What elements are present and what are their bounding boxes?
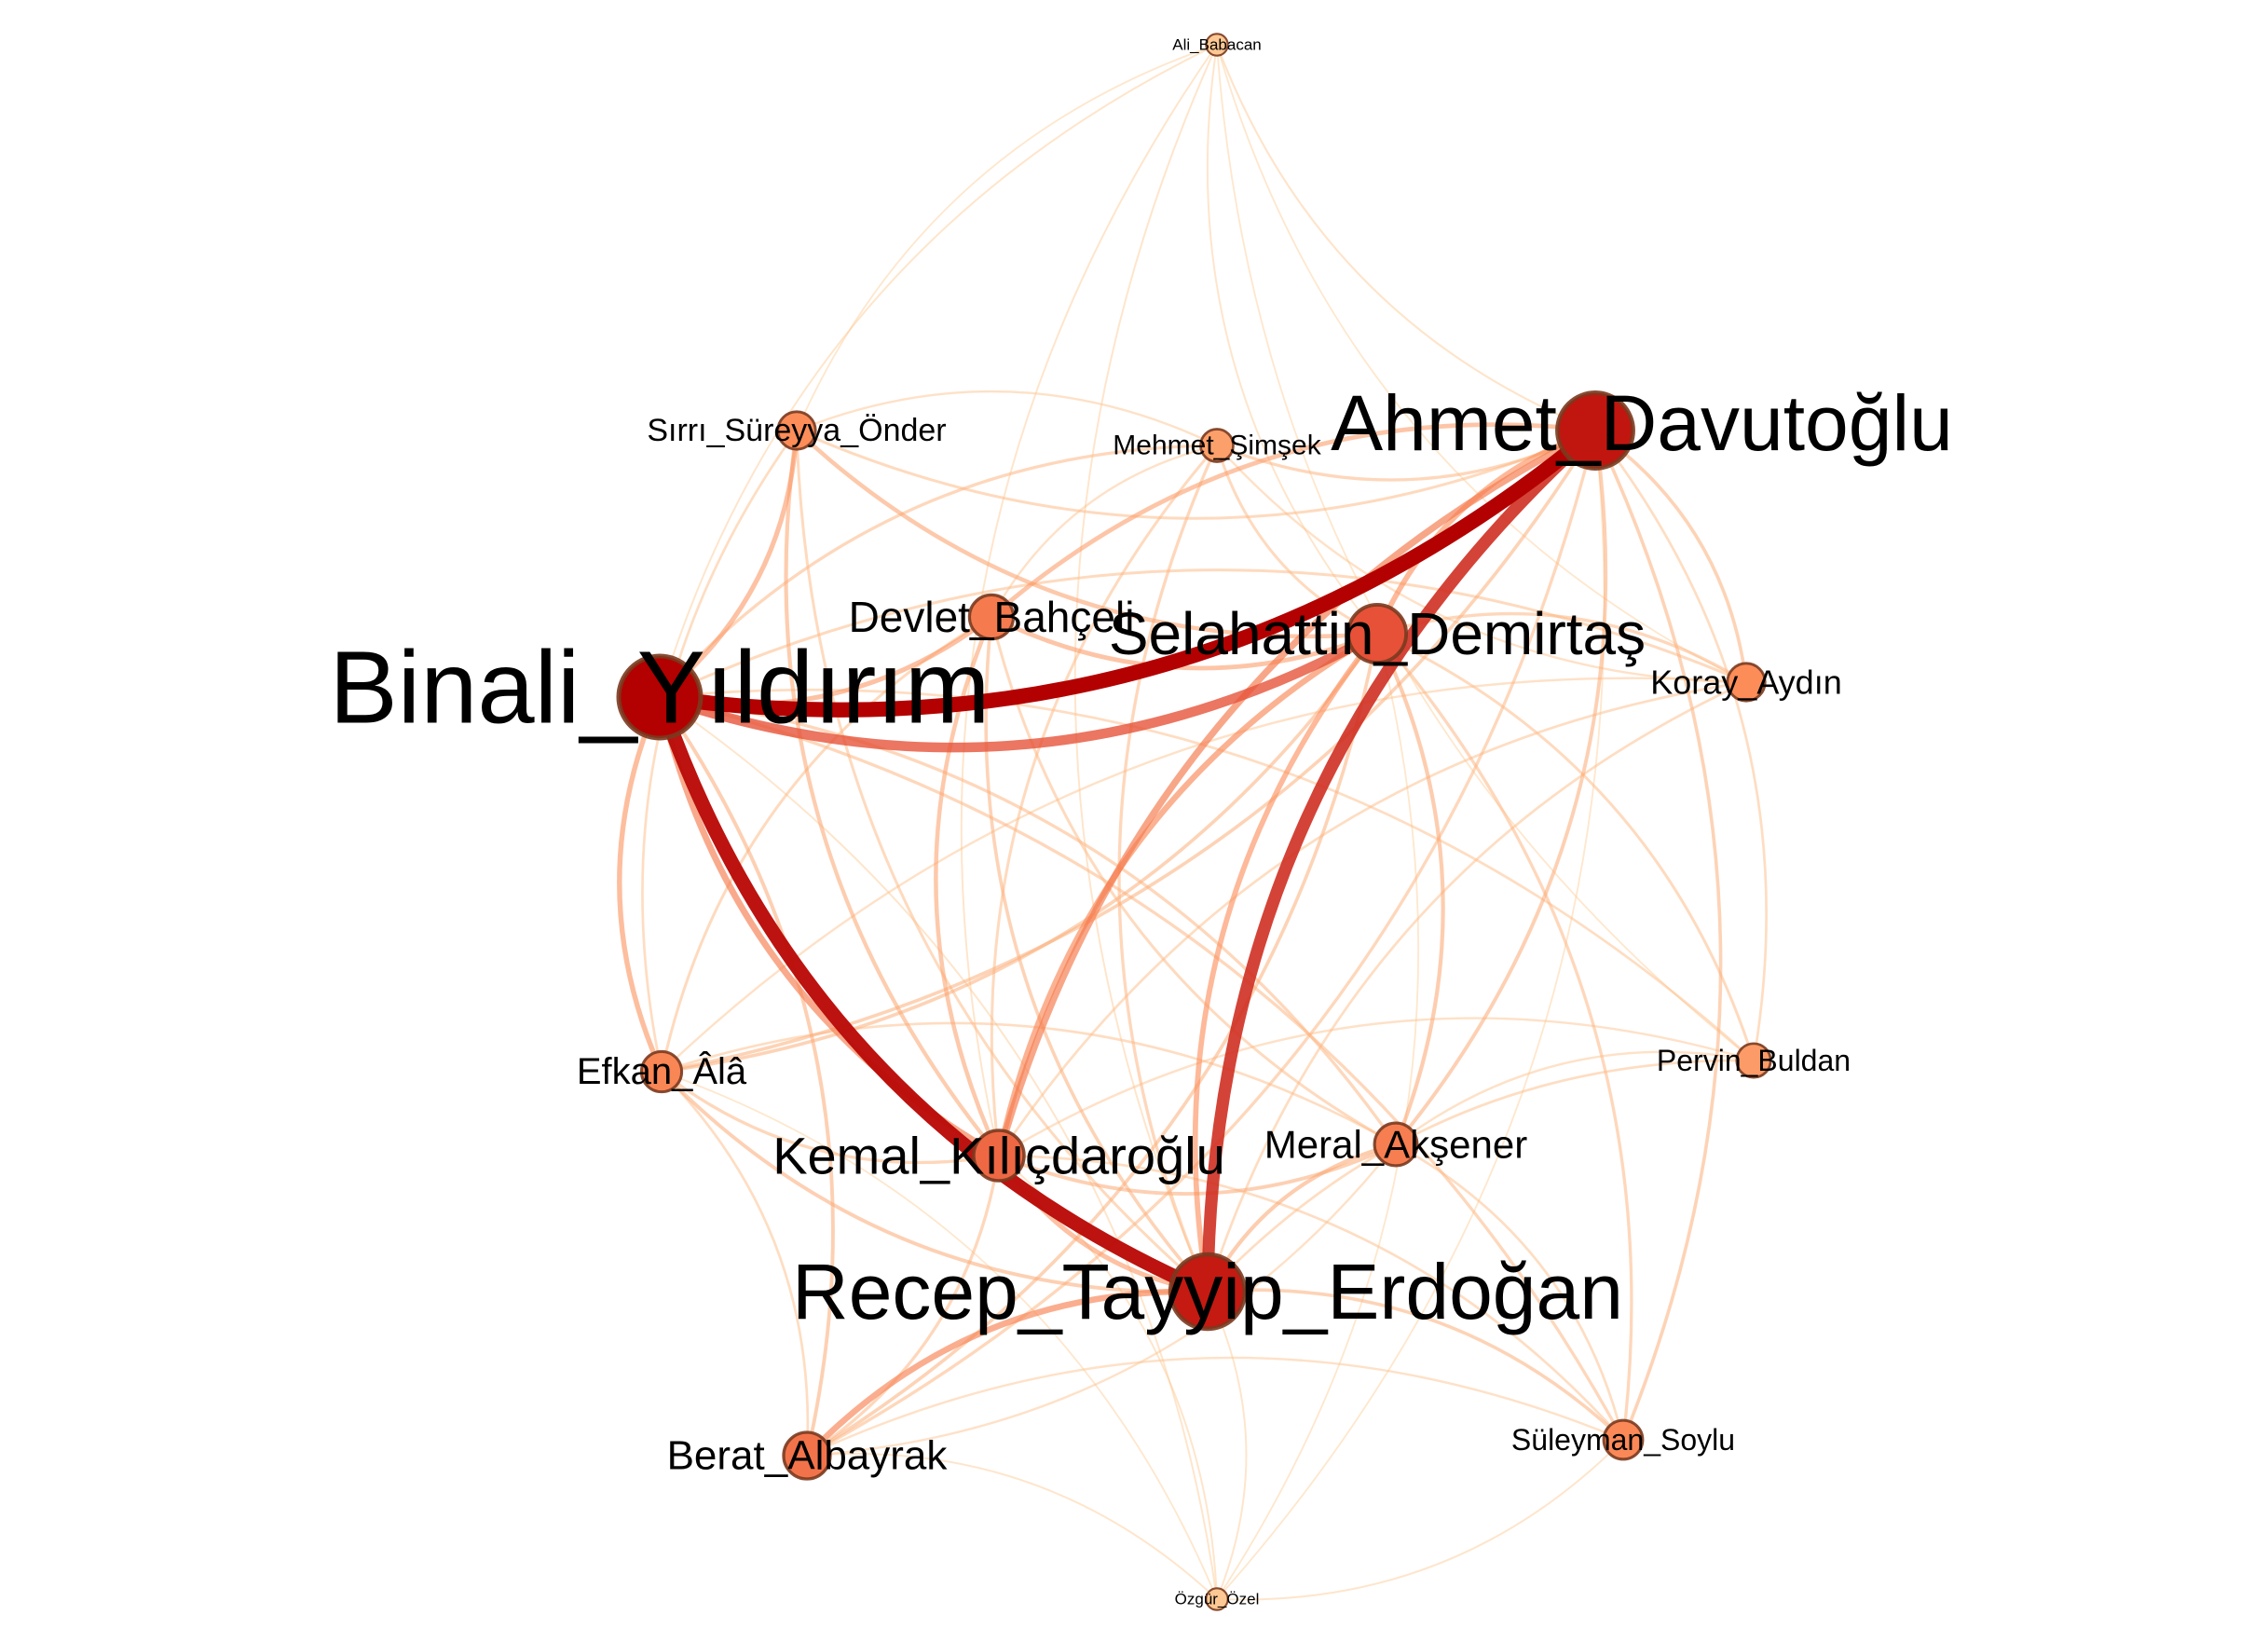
node-label-recep: Recep_Tayyip_Erdoğan (792, 1248, 1623, 1335)
edge-mehmet-selahattin (1215, 444, 1379, 636)
edge-suleyman-kemal (997, 1154, 1625, 1442)
edge-ozgur-suleyman (1216, 1439, 1624, 1601)
node-pervin[interactable] (1735, 1042, 1772, 1079)
edge-berat-kemal (805, 1154, 1001, 1457)
edge-suleyman-binali (658, 695, 1625, 1442)
node-recep[interactable] (1168, 1252, 1248, 1332)
edge-sirri-ahmet (795, 429, 1597, 520)
edge-mehmet-devlet (990, 444, 1219, 619)
nodes-layer (616, 33, 1772, 1611)
node-label-mehmet: Mehmet_Şimşek (1113, 431, 1321, 461)
edge-ali-selahattin (1206, 44, 1378, 635)
edge-ali-koray (1216, 44, 1747, 683)
edge-berat-binali (658, 695, 835, 1457)
node-ali[interactable] (1205, 33, 1229, 57)
node-label-ali: Ali_Babacan (1172, 36, 1261, 54)
node-berat[interactable] (782, 1430, 832, 1481)
edge-efkan-selahattin (660, 632, 1379, 1074)
node-label-berat: Berat_Albayrak (667, 1433, 949, 1479)
node-suleyman[interactable] (1602, 1418, 1645, 1461)
node-label-meral: Meral_Akşener (1264, 1123, 1527, 1167)
node-sirri[interactable] (776, 410, 817, 451)
node-devlet[interactable] (967, 593, 1016, 641)
labels-layer: Ali_Babacan Sırrı_Süreyya_Önder Mehmet_Şim… (329, 36, 1952, 1608)
edge-devlet-kemal (934, 614, 1002, 1158)
edge-sirri-recep (795, 429, 1209, 1293)
edge-berat-selahattin (805, 632, 1379, 1457)
node-ahmet[interactable] (1555, 390, 1635, 471)
edge-mehmet-sirri (795, 390, 1219, 447)
node-label-devlet: Devlet_Bahçeli (849, 593, 1135, 641)
edge-berat-meral (805, 1143, 1398, 1457)
edge-selahattin-recep (1192, 631, 1380, 1294)
edge-ahmet-kemal (995, 427, 1599, 1159)
node-mehmet[interactable] (1199, 428, 1235, 463)
edge-ozgur-efkan (661, 1071, 1218, 1600)
edge-meral-ahmet (1394, 429, 1608, 1146)
edge-binali-efkan (617, 694, 664, 1074)
edge-pervin-meral (1394, 1050, 1756, 1146)
node-label-pervin: Pervin_Buldan (1657, 1044, 1851, 1077)
edge-binali-selahattin (654, 628, 1383, 753)
node-label-koray: Koray_Aydın (1650, 664, 1841, 702)
edge-devlet-recep (984, 615, 1209, 1293)
edge-ali-binali (659, 44, 1218, 698)
edge-recep-berat (803, 1288, 1211, 1459)
edge-suleyman-berat (805, 1356, 1625, 1457)
edge-suleyman-ahmet (1593, 429, 1723, 1442)
edge-pervin-kemal (997, 1017, 1756, 1157)
node-label-suleyman: Süleyman_Soylu (1511, 1423, 1735, 1457)
edge-ozgur-binali (659, 696, 1218, 1600)
node-koray[interactable] (1726, 662, 1767, 703)
edge-binali-recep (652, 690, 1215, 1299)
edges-layer (617, 43, 1769, 1601)
edge-ahmet-recep (1201, 424, 1602, 1298)
node-label-ahmet: Ahmet_Davutoğlu (1331, 379, 1953, 467)
edge-ozgur-berat (806, 1453, 1218, 1600)
edge-suleyman-recep (1206, 1288, 1625, 1442)
edge-ali-sirri (796, 44, 1218, 431)
node-label-efkan: Efkan_Âlâ (577, 1050, 747, 1092)
edge-ali-pervin (1216, 44, 1755, 1061)
edge-berat-ahmet (805, 429, 1597, 1457)
edge-binali-ahmet (651, 422, 1604, 718)
edge-meral-binali (658, 695, 1398, 1146)
node-efkan[interactable] (639, 1049, 684, 1094)
edge-ozgur-recep (1207, 1291, 1248, 1600)
edge-pervin-selahattin (1375, 632, 1756, 1062)
node-selahattin[interactable] (1346, 602, 1409, 665)
node-label-sirri: Sırrı_Süreyya_Önder (647, 413, 946, 448)
node-meral[interactable] (1373, 1121, 1419, 1168)
node-ozgur[interactable] (1205, 1587, 1229, 1611)
edge-berat-efkan (660, 1070, 810, 1457)
edge-sirri-kemal (784, 428, 1002, 1158)
edge-pervin-ahmet (1593, 429, 1769, 1062)
edge-devlet-meral (990, 615, 1398, 1146)
edge-efkan-recep (660, 1070, 1209, 1294)
edge-ali-recep (1073, 44, 1218, 1293)
node-kemal[interactable] (972, 1129, 1026, 1183)
edge-ahmet-devlet (989, 422, 1598, 620)
edge-ozgur-kemal (998, 1155, 1218, 1600)
edge-koray-recep (1206, 680, 1748, 1293)
edge-koray-kemal (997, 680, 1748, 1157)
node-label-binali: Binali_Yıldırım (329, 631, 990, 746)
edge-koray-selahattin (1375, 611, 1748, 684)
node-binali[interactable] (616, 653, 704, 741)
edge-ali-ahmet (1215, 43, 1597, 432)
edge-efkan-kemal (660, 1070, 1001, 1165)
edge-devlet-selahattin (989, 614, 1380, 671)
edge-mehmet-kemal (990, 444, 1219, 1157)
edge-suleyman-selahattin (1375, 632, 1633, 1442)
edge-pervin-recep (1206, 1059, 1756, 1293)
edge-koray-ahmet (1593, 429, 1748, 684)
edge-sirri-selahattin (794, 428, 1380, 639)
node-label-ozgur: Özgür_Özel (1175, 1591, 1260, 1608)
edge-koray-efkan (660, 677, 1748, 1074)
node-label-selahattin: Selahattin_Demirtaş (1109, 600, 1646, 667)
node-label-kemal: Kemal_Kılıçdaroğlu (772, 1127, 1225, 1185)
edge-meral-selahattin (1374, 631, 1445, 1147)
